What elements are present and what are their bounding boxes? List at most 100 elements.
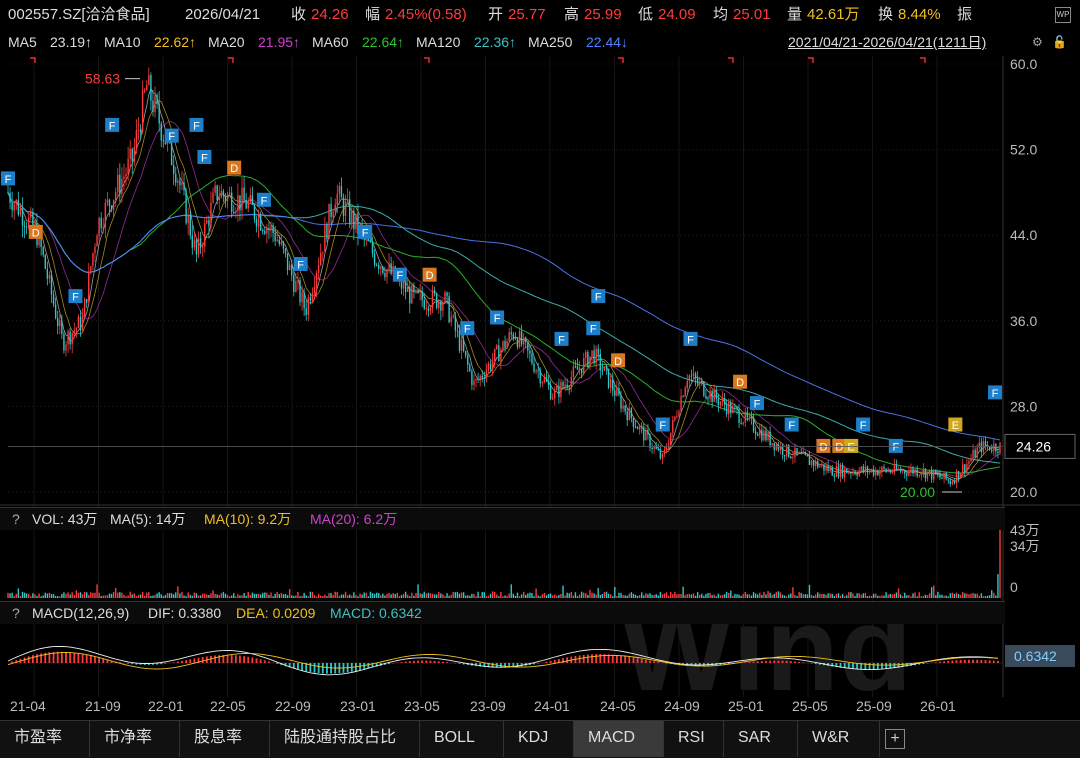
x-tick: 25-05	[792, 698, 828, 714]
candle-body	[49, 275, 50, 279]
volume-bar	[175, 592, 176, 598]
candle-body	[378, 265, 379, 269]
candle-body	[461, 340, 462, 351]
volume-bar	[616, 596, 617, 598]
candle-body	[127, 159, 128, 174]
volume-bar	[453, 592, 454, 598]
volume-bar	[123, 595, 124, 598]
volume-bar	[502, 596, 503, 598]
event-marker-f: F	[591, 289, 605, 304]
tab-hk-connect[interactable]: 陆股通持股占比	[270, 721, 420, 757]
candle-body	[581, 368, 582, 373]
candle-body	[332, 212, 333, 217]
event-marker-label: F	[297, 260, 304, 272]
candle-body	[933, 470, 934, 480]
volume-bar	[287, 595, 288, 598]
macd-histogram-bar	[972, 660, 974, 663]
candle-body	[585, 352, 586, 358]
volume-bar	[69, 594, 70, 598]
candle-body	[769, 432, 770, 445]
macd-histogram-bar	[65, 652, 67, 663]
macd-histogram-bar	[430, 661, 432, 663]
macd-histogram-bar	[363, 663, 365, 669]
candle-body	[838, 466, 839, 477]
candle-body	[210, 203, 211, 227]
volume-bar	[366, 593, 367, 598]
event-marker-f: F	[586, 321, 600, 336]
last-price-label: 24.26	[1016, 438, 1051, 454]
volume-bar	[966, 594, 967, 598]
event-marker-f: F	[257, 193, 271, 208]
tab-kdj[interactable]: KDJ	[504, 721, 574, 757]
candle-body	[183, 183, 184, 190]
macd-histogram-bar	[620, 655, 622, 663]
top-tick-mark	[618, 58, 623, 63]
candle-body	[248, 202, 249, 209]
macd-histogram-bar	[769, 661, 771, 663]
candle-body	[819, 466, 820, 468]
tab-pb[interactable]: 市净率	[90, 721, 180, 757]
volume-bar	[312, 592, 313, 598]
volume-bar	[65, 594, 66, 598]
candle-body	[482, 376, 483, 378]
candle-body	[604, 366, 605, 370]
candle-body	[991, 450, 992, 451]
candle-body	[554, 390, 555, 398]
macd-histogram-bar	[264, 660, 266, 663]
volume-bar	[301, 596, 302, 598]
candle-body	[109, 200, 110, 206]
volume-bar	[931, 587, 932, 598]
candle-body	[877, 470, 878, 475]
candle-body	[836, 466, 837, 477]
macd-histogram-bar	[993, 661, 995, 663]
candle-body	[113, 200, 114, 210]
candle-body	[732, 406, 733, 413]
candle-body	[622, 406, 623, 409]
volume-bar	[492, 591, 493, 598]
candle-body	[314, 287, 315, 293]
tab-dividend-yield[interactable]: 股息率	[180, 721, 270, 757]
volume-bar	[55, 596, 56, 598]
tab-pe[interactable]: 市盈率	[0, 721, 90, 757]
tab-macd[interactable]: MACD	[574, 721, 664, 757]
volume-bar	[374, 594, 375, 598]
candle-body	[146, 85, 147, 90]
volume-bar	[484, 592, 485, 598]
volume-bar	[508, 593, 509, 598]
macd-histogram-bar	[421, 661, 423, 663]
volume-bar	[376, 593, 377, 598]
candle-body	[142, 90, 143, 132]
macd-histogram-bar	[815, 663, 817, 664]
candle-body	[444, 292, 445, 302]
candle-body	[829, 467, 830, 471]
tab-wr[interactable]: W&R	[798, 721, 880, 757]
candle-body	[98, 218, 99, 236]
volume-bar	[57, 596, 58, 598]
candle-body	[237, 195, 238, 211]
volume-bar	[581, 592, 582, 598]
add-tab-button[interactable]: +	[885, 729, 905, 749]
macd-histogram-bar	[757, 661, 759, 663]
tab-rsi[interactable]: RSI	[664, 721, 724, 757]
macd-help[interactable]: ?	[12, 602, 20, 624]
volume-bar	[987, 596, 988, 598]
candle-body	[316, 273, 317, 287]
tab-sar[interactable]: SAR	[724, 721, 798, 757]
volume-bar	[927, 595, 928, 598]
event-marker-label: F	[464, 324, 471, 336]
macd-histogram-bar	[591, 654, 593, 663]
volume-bar	[525, 595, 526, 598]
macd-histogram-bar	[69, 652, 71, 663]
candle-body	[593, 350, 594, 363]
candle-body	[892, 472, 893, 473]
candle-body	[875, 470, 876, 475]
macd-histogram-bar	[749, 662, 751, 663]
volume-help[interactable]: ?	[12, 508, 20, 530]
macd-histogram-bar	[935, 662, 937, 663]
macd-histogram-bar	[434, 661, 436, 663]
candle-body	[670, 433, 671, 445]
price-tick-label: 36.0	[1010, 313, 1037, 329]
tab-boll[interactable]: BOLL	[420, 721, 504, 757]
candle-body	[347, 199, 348, 201]
macd-histogram-bar	[268, 662, 270, 663]
